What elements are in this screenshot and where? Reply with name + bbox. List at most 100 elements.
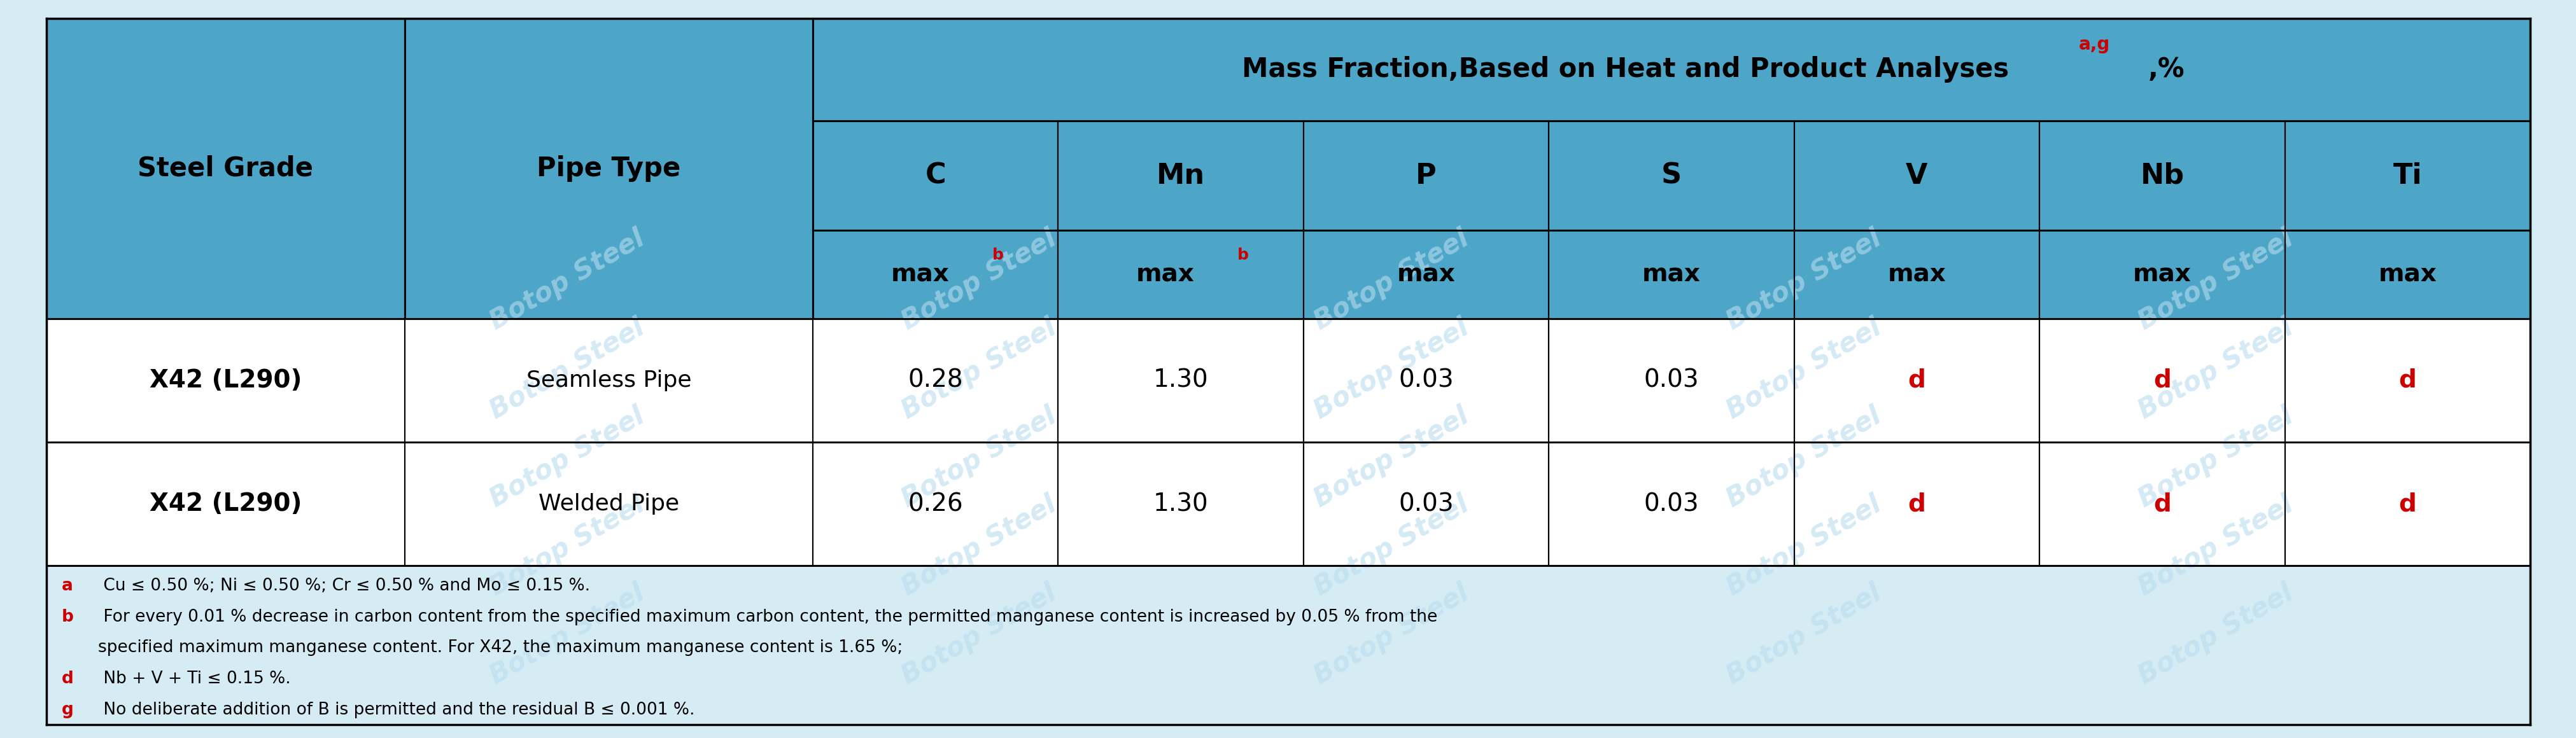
FancyBboxPatch shape <box>1793 442 2040 566</box>
FancyBboxPatch shape <box>1548 230 1793 319</box>
Text: Botop Steel: Botop Steel <box>1309 225 1473 336</box>
Text: Mn: Mn <box>1157 162 1206 189</box>
Text: 0.03: 0.03 <box>1643 368 1698 393</box>
Text: a: a <box>62 578 72 594</box>
FancyBboxPatch shape <box>2285 121 2530 230</box>
Text: Botop Steel: Botop Steel <box>1309 402 1473 513</box>
Text: S: S <box>1662 162 1682 189</box>
FancyBboxPatch shape <box>1059 442 1303 566</box>
Text: g: g <box>62 702 75 718</box>
FancyBboxPatch shape <box>1303 230 1548 319</box>
Text: Botop Steel: Botop Steel <box>2133 491 2298 601</box>
FancyBboxPatch shape <box>46 442 404 566</box>
Text: Nb: Nb <box>2141 162 2184 189</box>
Text: d: d <box>2154 368 2172 393</box>
Text: Botop Steel: Botop Steel <box>2133 225 2298 336</box>
FancyBboxPatch shape <box>811 18 2530 121</box>
FancyBboxPatch shape <box>1059 319 1303 442</box>
Text: Botop Steel: Botop Steel <box>484 314 649 424</box>
Text: Botop Steel: Botop Steel <box>484 491 649 601</box>
Text: max: max <box>2378 263 2437 286</box>
Text: 0.28: 0.28 <box>907 368 963 393</box>
Text: specified maximum manganese content. For X42, the maximum manganese content is 1: specified maximum manganese content. For… <box>98 640 902 656</box>
Text: No deliberate addition of B is permitted and the residual B ≤ 0.001 %.: No deliberate addition of B is permitted… <box>98 702 696 718</box>
Text: Botop Steel: Botop Steel <box>1309 314 1473 424</box>
Text: d: d <box>62 671 75 687</box>
Text: Botop Steel: Botop Steel <box>484 402 649 513</box>
Text: X42 (L290): X42 (L290) <box>149 368 301 393</box>
FancyBboxPatch shape <box>2285 442 2530 566</box>
Text: d: d <box>2154 492 2172 516</box>
FancyBboxPatch shape <box>46 566 2530 725</box>
FancyBboxPatch shape <box>1303 319 1548 442</box>
Text: max: max <box>1136 263 1195 286</box>
Text: Ti: Ti <box>2393 162 2421 189</box>
FancyBboxPatch shape <box>2040 121 2285 230</box>
Text: Botop Steel: Botop Steel <box>1721 579 1886 690</box>
FancyBboxPatch shape <box>811 442 1059 566</box>
Text: V: V <box>1906 162 1927 189</box>
FancyBboxPatch shape <box>2040 230 2285 319</box>
FancyBboxPatch shape <box>46 319 404 442</box>
Text: C: C <box>925 162 945 189</box>
FancyBboxPatch shape <box>811 319 1059 442</box>
FancyBboxPatch shape <box>1793 319 2040 442</box>
Text: Botop Steel: Botop Steel <box>896 314 1061 424</box>
Text: Botop Steel: Botop Steel <box>2133 579 2298 690</box>
Text: a,g: a,g <box>2079 35 2110 53</box>
Text: Botop Steel: Botop Steel <box>1721 491 1886 601</box>
Text: X42 (L290): X42 (L290) <box>149 492 301 516</box>
Text: 0.03: 0.03 <box>1643 492 1698 516</box>
FancyBboxPatch shape <box>1303 442 1548 566</box>
FancyBboxPatch shape <box>1793 230 2040 319</box>
FancyBboxPatch shape <box>811 121 1059 230</box>
Text: 0.03: 0.03 <box>1399 492 1453 516</box>
Text: d: d <box>2398 492 2416 516</box>
Text: b: b <box>1236 247 1249 263</box>
Text: Cu ≤ 0.50 %; Ni ≤ 0.50 %; Cr ≤ 0.50 % and Mo ≤ 0.15 %.: Cu ≤ 0.50 %; Ni ≤ 0.50 %; Cr ≤ 0.50 % an… <box>98 578 590 594</box>
Text: d: d <box>2398 368 2416 393</box>
Text: max: max <box>1888 263 1945 286</box>
Text: Botop Steel: Botop Steel <box>1721 314 1886 424</box>
Text: Botop Steel: Botop Steel <box>896 491 1061 601</box>
FancyBboxPatch shape <box>404 18 811 319</box>
Text: b: b <box>62 609 75 625</box>
Text: d: d <box>1906 492 1924 516</box>
Text: d: d <box>1906 368 1924 393</box>
FancyBboxPatch shape <box>1059 230 1303 319</box>
FancyBboxPatch shape <box>1059 121 1303 230</box>
Text: 0.03: 0.03 <box>1399 368 1453 393</box>
Text: Botop Steel: Botop Steel <box>1309 579 1473 690</box>
FancyBboxPatch shape <box>1793 121 2040 230</box>
Text: b: b <box>992 247 1002 263</box>
FancyBboxPatch shape <box>2040 442 2285 566</box>
Text: Botop Steel: Botop Steel <box>484 579 649 690</box>
Text: Botop Steel: Botop Steel <box>896 402 1061 513</box>
FancyBboxPatch shape <box>2040 319 2285 442</box>
FancyBboxPatch shape <box>811 230 1059 319</box>
FancyBboxPatch shape <box>1303 121 1548 230</box>
FancyBboxPatch shape <box>1548 121 1793 230</box>
Text: Steel Grade: Steel Grade <box>137 155 314 182</box>
FancyBboxPatch shape <box>404 442 811 566</box>
Text: 0.26: 0.26 <box>907 492 963 516</box>
Text: 1.30: 1.30 <box>1154 492 1208 516</box>
Text: P: P <box>1414 162 1437 189</box>
FancyBboxPatch shape <box>1548 319 1793 442</box>
Text: Botop Steel: Botop Steel <box>2133 314 2298 424</box>
Text: Botop Steel: Botop Steel <box>484 225 649 336</box>
Text: max: max <box>1396 263 1455 286</box>
FancyBboxPatch shape <box>1548 442 1793 566</box>
Text: For every 0.01 % decrease in carbon content from the specified maximum carbon co: For every 0.01 % decrease in carbon cont… <box>98 609 1437 625</box>
Text: Botop Steel: Botop Steel <box>896 225 1061 336</box>
Text: Welded Pipe: Welded Pipe <box>538 493 680 515</box>
Text: 1.30: 1.30 <box>1154 368 1208 393</box>
FancyBboxPatch shape <box>46 18 404 319</box>
Text: Botop Steel: Botop Steel <box>1721 225 1886 336</box>
FancyBboxPatch shape <box>2285 319 2530 442</box>
Text: Botop Steel: Botop Steel <box>2133 402 2298 513</box>
FancyBboxPatch shape <box>2285 230 2530 319</box>
Text: max: max <box>2133 263 2192 286</box>
Text: Botop Steel: Botop Steel <box>1721 402 1886 513</box>
Text: max: max <box>891 263 948 286</box>
